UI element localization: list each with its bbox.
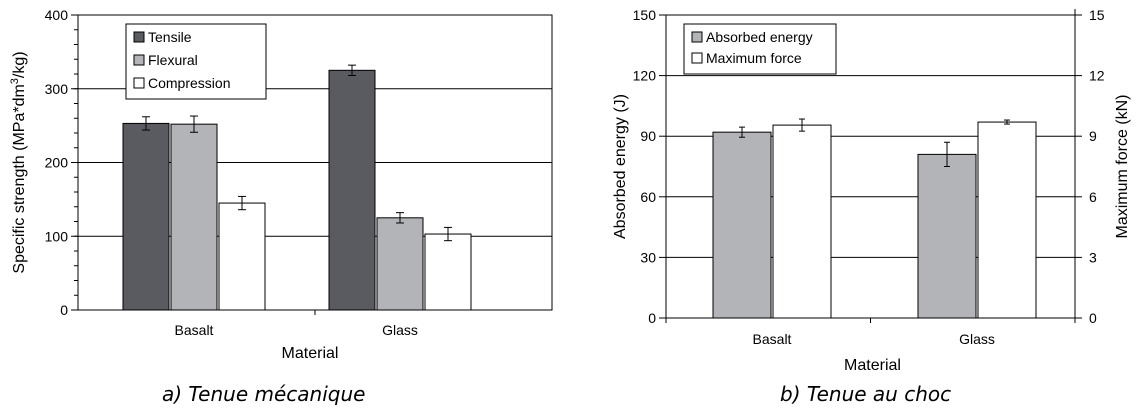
legend-swatch-flexural bbox=[133, 54, 145, 66]
bar-absorbed-energy-basalt bbox=[712, 131, 772, 319]
y-right-axis-label: Maximum force (kN) bbox=[1114, 94, 1131, 238]
legend-label-absorbed-energy: Absorbed energy bbox=[706, 29, 813, 45]
y-left-tick-label: 0 bbox=[648, 310, 656, 326]
y-left-axis-label: Absorbed energy (J) bbox=[612, 94, 629, 239]
y-right-tick-label: 6 bbox=[1089, 189, 1097, 205]
bar-maximum-force-glass bbox=[977, 121, 1037, 319]
y-tick-label: 400 bbox=[45, 7, 69, 23]
y-right-tick-label: 9 bbox=[1089, 128, 1097, 144]
x-axis-label: Material bbox=[282, 345, 339, 362]
legend-label-flexural: Flexural bbox=[148, 52, 198, 68]
x-tick-label: Basalt bbox=[175, 322, 214, 338]
legend-swatch-maximum-force bbox=[691, 52, 703, 64]
caption-a: a) Tenue mécanique bbox=[162, 382, 366, 406]
legend-box bbox=[683, 23, 837, 75]
chart-b: 0 30 60 90 120 150 0 3 6 9 12 15 Basalt Glass Material… bbox=[612, 7, 1131, 374]
legend-swatch-tensile bbox=[133, 31, 145, 43]
x-axis-label: Material bbox=[844, 357, 901, 374]
bar-absorbed-energy-glass bbox=[917, 153, 977, 319]
legend-swatch-absorbed-energy bbox=[691, 31, 703, 43]
y-tick-label: 100 bbox=[45, 228, 69, 244]
y-right-tick-label: 12 bbox=[1089, 68, 1105, 84]
legend-swatch-compression bbox=[133, 77, 145, 89]
y-left-tick-label: 30 bbox=[640, 249, 656, 265]
y-right-tick-label: 0 bbox=[1089, 310, 1097, 326]
y-left-tick-label: 60 bbox=[640, 189, 656, 205]
x-tick-label: Glass bbox=[959, 331, 995, 347]
y-left-tick-label: 90 bbox=[640, 128, 656, 144]
legend-label-tensile: Tensile bbox=[148, 29, 192, 45]
y-axis-label: Specific strength (MPa*dm3/kg) bbox=[9, 51, 28, 273]
y-right-tick-label: 3 bbox=[1089, 249, 1097, 265]
x-tick-label: Basalt bbox=[753, 331, 792, 347]
bar-compression-basalt bbox=[218, 202, 266, 311]
legend-box bbox=[125, 23, 267, 100]
bar-flexural-basalt bbox=[170, 123, 218, 311]
bar-maximum-force-basalt bbox=[772, 124, 832, 319]
y-tick-label: 200 bbox=[45, 155, 69, 171]
plot-frame bbox=[77, 14, 553, 311]
bar-tensile-glass bbox=[328, 69, 376, 311]
x-tick-label: Glass bbox=[382, 322, 418, 338]
legend-label-maximum-force: Maximum force bbox=[706, 50, 802, 66]
y-right-tick-label: 15 bbox=[1089, 7, 1105, 23]
chart-a: 0 100 200 300 400 Basalt Glass Material Specific… bbox=[9, 7, 553, 362]
caption-b: b) Tenue au choc bbox=[780, 382, 952, 406]
legend-label-compression: Compression bbox=[148, 75, 230, 91]
bar-flexural-glass bbox=[376, 217, 424, 311]
y-left-tick-label: 150 bbox=[633, 7, 657, 23]
y-tick-label: 0 bbox=[60, 302, 68, 318]
y-tick-label: 300 bbox=[45, 81, 69, 97]
bar-tensile-basalt bbox=[122, 122, 170, 311]
y-left-tick-label: 120 bbox=[633, 68, 657, 84]
bar-compression-glass bbox=[424, 233, 472, 311]
